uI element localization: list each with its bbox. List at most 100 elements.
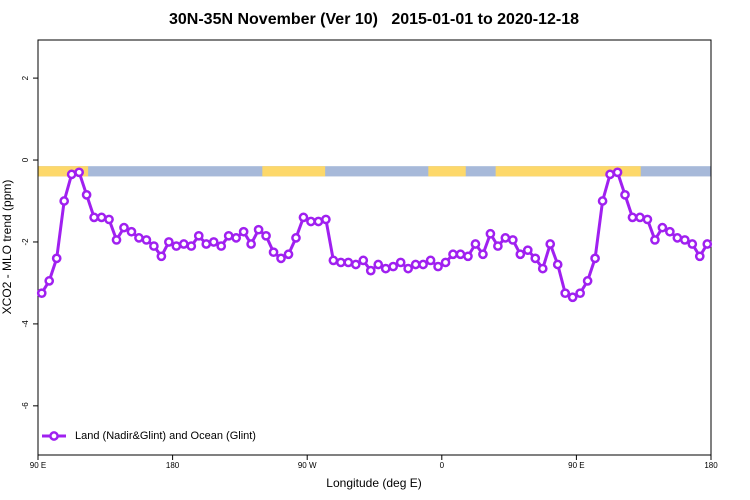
data-point (470, 239, 481, 249)
x-axis-label: Longitude (deg E) (326, 476, 421, 490)
data-point (679, 235, 690, 245)
data-point (74, 167, 84, 178)
data-point (149, 241, 159, 251)
data-point (119, 222, 129, 233)
data-point (672, 233, 683, 243)
data-point (253, 224, 264, 235)
data-point (537, 263, 548, 274)
plot-frame (37, 39, 712, 456)
data-point (261, 230, 271, 241)
data-point (104, 214, 114, 225)
x-tick-label: 90 W (298, 461, 317, 470)
x-tick-label: 90 E (568, 461, 584, 470)
data-point (276, 253, 286, 264)
data-point (388, 261, 399, 272)
y-tick-label: -4 (21, 320, 30, 328)
data-point (126, 226, 137, 237)
data-point (522, 245, 533, 256)
data-point (350, 259, 361, 270)
data-point (665, 226, 675, 237)
data-point (552, 259, 563, 270)
data-point (380, 263, 391, 274)
land-band (428, 166, 466, 177)
data-point (448, 249, 458, 260)
data-point (687, 239, 698, 249)
data-point (343, 257, 354, 268)
data-point (418, 259, 428, 270)
data-point (66, 169, 77, 180)
y-axis-label: XCO2 - MLO trend (ppm) (0, 180, 14, 315)
data-point (567, 292, 578, 303)
data-point (201, 239, 212, 249)
data-point (395, 257, 406, 268)
data-point (530, 253, 541, 264)
data-point (44, 276, 55, 286)
land-band (38, 166, 89, 177)
land-band (495, 166, 641, 177)
data-point (164, 237, 174, 247)
data-point (193, 230, 204, 241)
data-point (306, 216, 316, 227)
data-point (694, 251, 705, 262)
data-point (597, 196, 608, 206)
data-point (582, 276, 593, 286)
data-point (575, 288, 585, 299)
data-point (291, 233, 301, 243)
y-tick-label: 0 (21, 157, 30, 162)
data-point (493, 241, 503, 251)
data-point (545, 239, 556, 249)
data-point (627, 212, 638, 223)
data-point (313, 216, 324, 227)
data-point (268, 247, 279, 258)
data-point (141, 235, 152, 245)
data-point (590, 253, 600, 264)
data-point (216, 241, 227, 251)
x-tick-label: 180 (704, 461, 718, 470)
y-tick-label: -2 (21, 238, 30, 246)
data-point (478, 249, 488, 260)
data-point (463, 251, 473, 262)
data-point (410, 259, 421, 270)
data-point (59, 196, 70, 206)
data-point (178, 239, 189, 249)
y-tick-label: -6 (21, 402, 30, 410)
data-point (440, 257, 451, 268)
data-point (238, 226, 249, 237)
data-point (433, 261, 443, 272)
data-point (171, 241, 182, 251)
data-point (96, 212, 107, 223)
data-point (246, 239, 256, 249)
data-point (231, 233, 242, 243)
data-point (373, 259, 384, 270)
data-point (111, 235, 122, 245)
legend-marker (49, 431, 59, 441)
data-point (515, 249, 526, 260)
data-point (365, 265, 376, 276)
data-point (298, 212, 309, 223)
data-point (336, 257, 346, 268)
data-point (283, 249, 294, 260)
data-point (657, 222, 668, 233)
data-point (507, 235, 518, 245)
data-point (186, 241, 197, 251)
x-tick-label: 180 (166, 461, 180, 470)
data-point (635, 212, 645, 223)
data-point (358, 255, 369, 266)
x-tick-label: 0 (440, 461, 445, 470)
data-point (321, 214, 331, 225)
data-point (403, 263, 413, 274)
data-point (560, 288, 571, 299)
data-point (89, 212, 99, 223)
data-point (702, 239, 713, 249)
land-band (262, 166, 326, 177)
data-point (650, 235, 660, 245)
data-point (425, 255, 436, 266)
data-point (81, 190, 92, 200)
y-tick-label: 2 (21, 75, 30, 80)
data-point (328, 255, 339, 266)
x-tick-label: 90 E (30, 461, 46, 470)
data-point (612, 167, 623, 178)
data-point (605, 169, 615, 180)
data-point (134, 233, 144, 243)
